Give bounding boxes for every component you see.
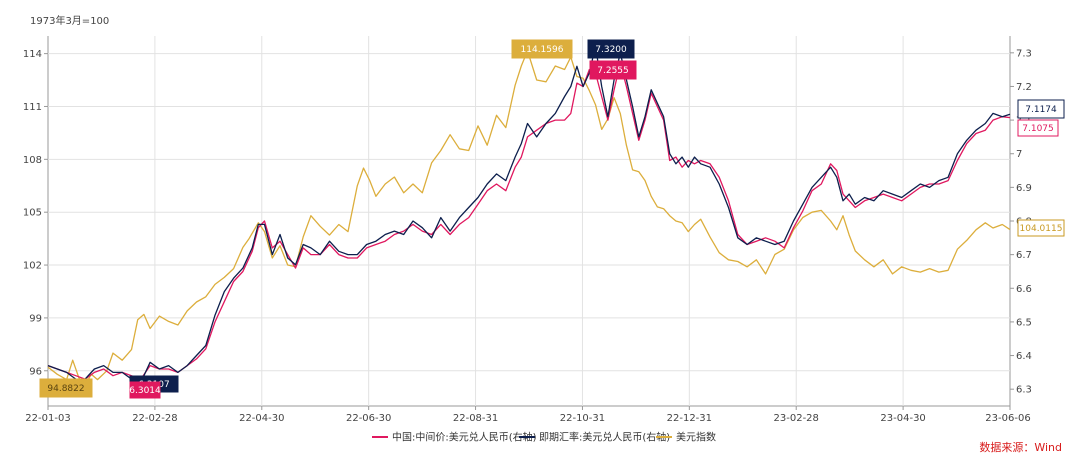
right-tick-label: 6.6 (1016, 284, 1032, 295)
value-tag-label: 94.8822 (47, 384, 84, 394)
value-tag-label: 7.1174 (1025, 105, 1057, 115)
value-tag-box (1017, 119, 1059, 137)
right-tick-label: 7.2 (1016, 82, 1032, 93)
value-tag-label: 7.3200 (595, 45, 627, 55)
value-tag-label: 6.3014 (129, 386, 161, 396)
x-tick-label: 22-10-31 (560, 413, 605, 424)
x-tick-label: 22-04-30 (239, 413, 284, 424)
x-tick-label: 22-01-03 (25, 413, 70, 424)
right-tick-label: 6.7 (1016, 250, 1032, 261)
x-tick-label: 23-02-28 (774, 413, 819, 424)
value-tag-box (1017, 219, 1065, 237)
value-tag-box (589, 60, 637, 80)
x-tick-label: 23-06-06 (985, 413, 1030, 424)
left-tick-label: 102 (23, 261, 42, 272)
value-tag-label: 104.0115 (1020, 224, 1063, 234)
value-tags: 94.88226.31076.3014114.15967.32007.25557… (39, 39, 1065, 399)
series-line-spot (47, 45, 1011, 384)
right-tick-label: 6.4 (1016, 351, 1032, 362)
left-tick-label: 99 (29, 313, 42, 324)
left-tick-label: 111 (23, 102, 42, 113)
value-tag-box (587, 39, 635, 59)
right-tick-label: 6.5 (1016, 317, 1032, 328)
x-tick-label: 22-06-30 (346, 413, 391, 424)
value-tag-box (1017, 99, 1065, 119)
series-lines (47, 45, 1011, 386)
left-tick-label: 96 (29, 366, 42, 377)
value-tag-label: 7.1075 (1022, 124, 1054, 134)
left-axis-unit: 1973年3月=100 (30, 14, 109, 27)
x-tick-label: 22-12-31 (667, 413, 712, 424)
x-axis: 22-01-03 22-02-28 22-04-30 22-06-30 22-08-31… (25, 406, 1031, 424)
x-tick-label: 22-02-28 (132, 413, 177, 424)
value-tag-box (39, 378, 93, 398)
x-tick-label: 22-08-31 (453, 413, 498, 424)
value-tag-box (129, 381, 161, 399)
left-tick-label: 108 (23, 155, 42, 166)
right-tick-label: 6.3 (1016, 385, 1032, 396)
x-tick-label: 23-04-30 (880, 413, 925, 424)
grid (47, 36, 1011, 407)
right-tick-label: 6.9 (1016, 183, 1032, 194)
legend-label: 即期汇率:美元兑人民币(右轴) (539, 431, 670, 444)
series-line-central-parity (47, 62, 1011, 380)
value-tag-label: 7.2555 (597, 66, 629, 76)
legend-label: 中国:中间价:美元兑人民币(右轴) (392, 431, 537, 444)
right-tick-label: 7 (1016, 149, 1022, 160)
series-line-dxy (47, 50, 1011, 386)
data-source: 数据来源：Wind (979, 440, 1062, 454)
value-tag-label: 114.1596 (521, 45, 564, 55)
left-axis: 96 99 102 105 108 111 114 (23, 49, 48, 377)
right-tick-label: 7.3 (1016, 48, 1032, 59)
value-tag-box (511, 39, 573, 59)
legend-label: 美元指数 (676, 431, 716, 444)
left-tick-label: 105 (23, 208, 42, 219)
legend: 中国:中间价:美元兑人民币(右轴) 即期汇率:美元兑人民币(右轴) 美元指数 (372, 431, 716, 444)
left-tick-label: 114 (23, 49, 42, 60)
